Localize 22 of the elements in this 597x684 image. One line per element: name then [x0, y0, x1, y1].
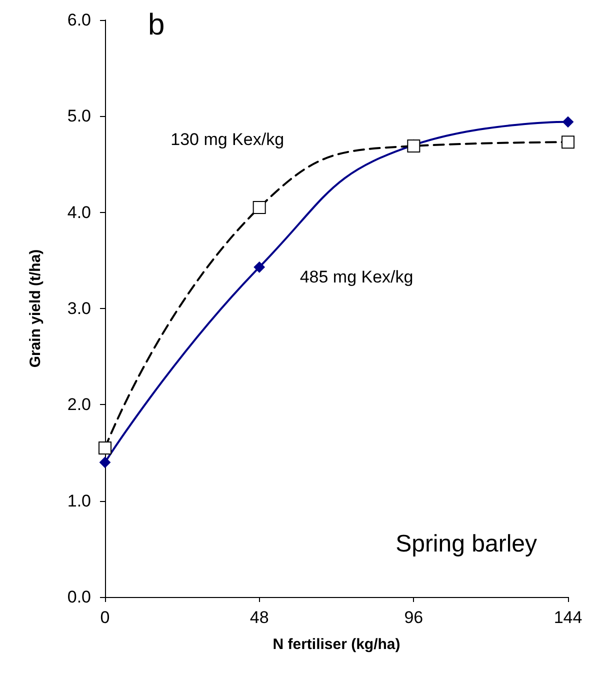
y-tick-label: 0.0: [67, 588, 91, 606]
y-tick-label: 3.0: [67, 299, 91, 318]
point: [562, 136, 574, 149]
y-tick-label: 5.0: [67, 106, 91, 126]
y-tick-label: 1.0: [67, 491, 91, 510]
x-tick-label: 48: [250, 608, 269, 627]
x-tick-label: 96: [404, 608, 424, 627]
point: [100, 456, 110, 468]
x-tick-label: 0: [100, 608, 110, 627]
y-tick-label: 4.0: [67, 202, 91, 222]
series-label: 485 mg Kex/kg: [300, 268, 414, 287]
point: [254, 262, 265, 273]
x-axis-title: N fertiliser (kg/ha): [272, 636, 400, 653]
point: [252, 201, 266, 214]
annotation: Spring barley: [396, 530, 538, 558]
point: [562, 116, 574, 128]
series-label: 130 mg Kex/kg: [170, 130, 284, 150]
y-axis-title: Grain yield (t/ha): [27, 249, 44, 368]
y-tick-label: 6.0: [67, 10, 91, 30]
y-tick-label: 2.0: [67, 395, 91, 414]
annotation: b: [148, 8, 165, 42]
x-tick-label: 144: [554, 608, 582, 627]
